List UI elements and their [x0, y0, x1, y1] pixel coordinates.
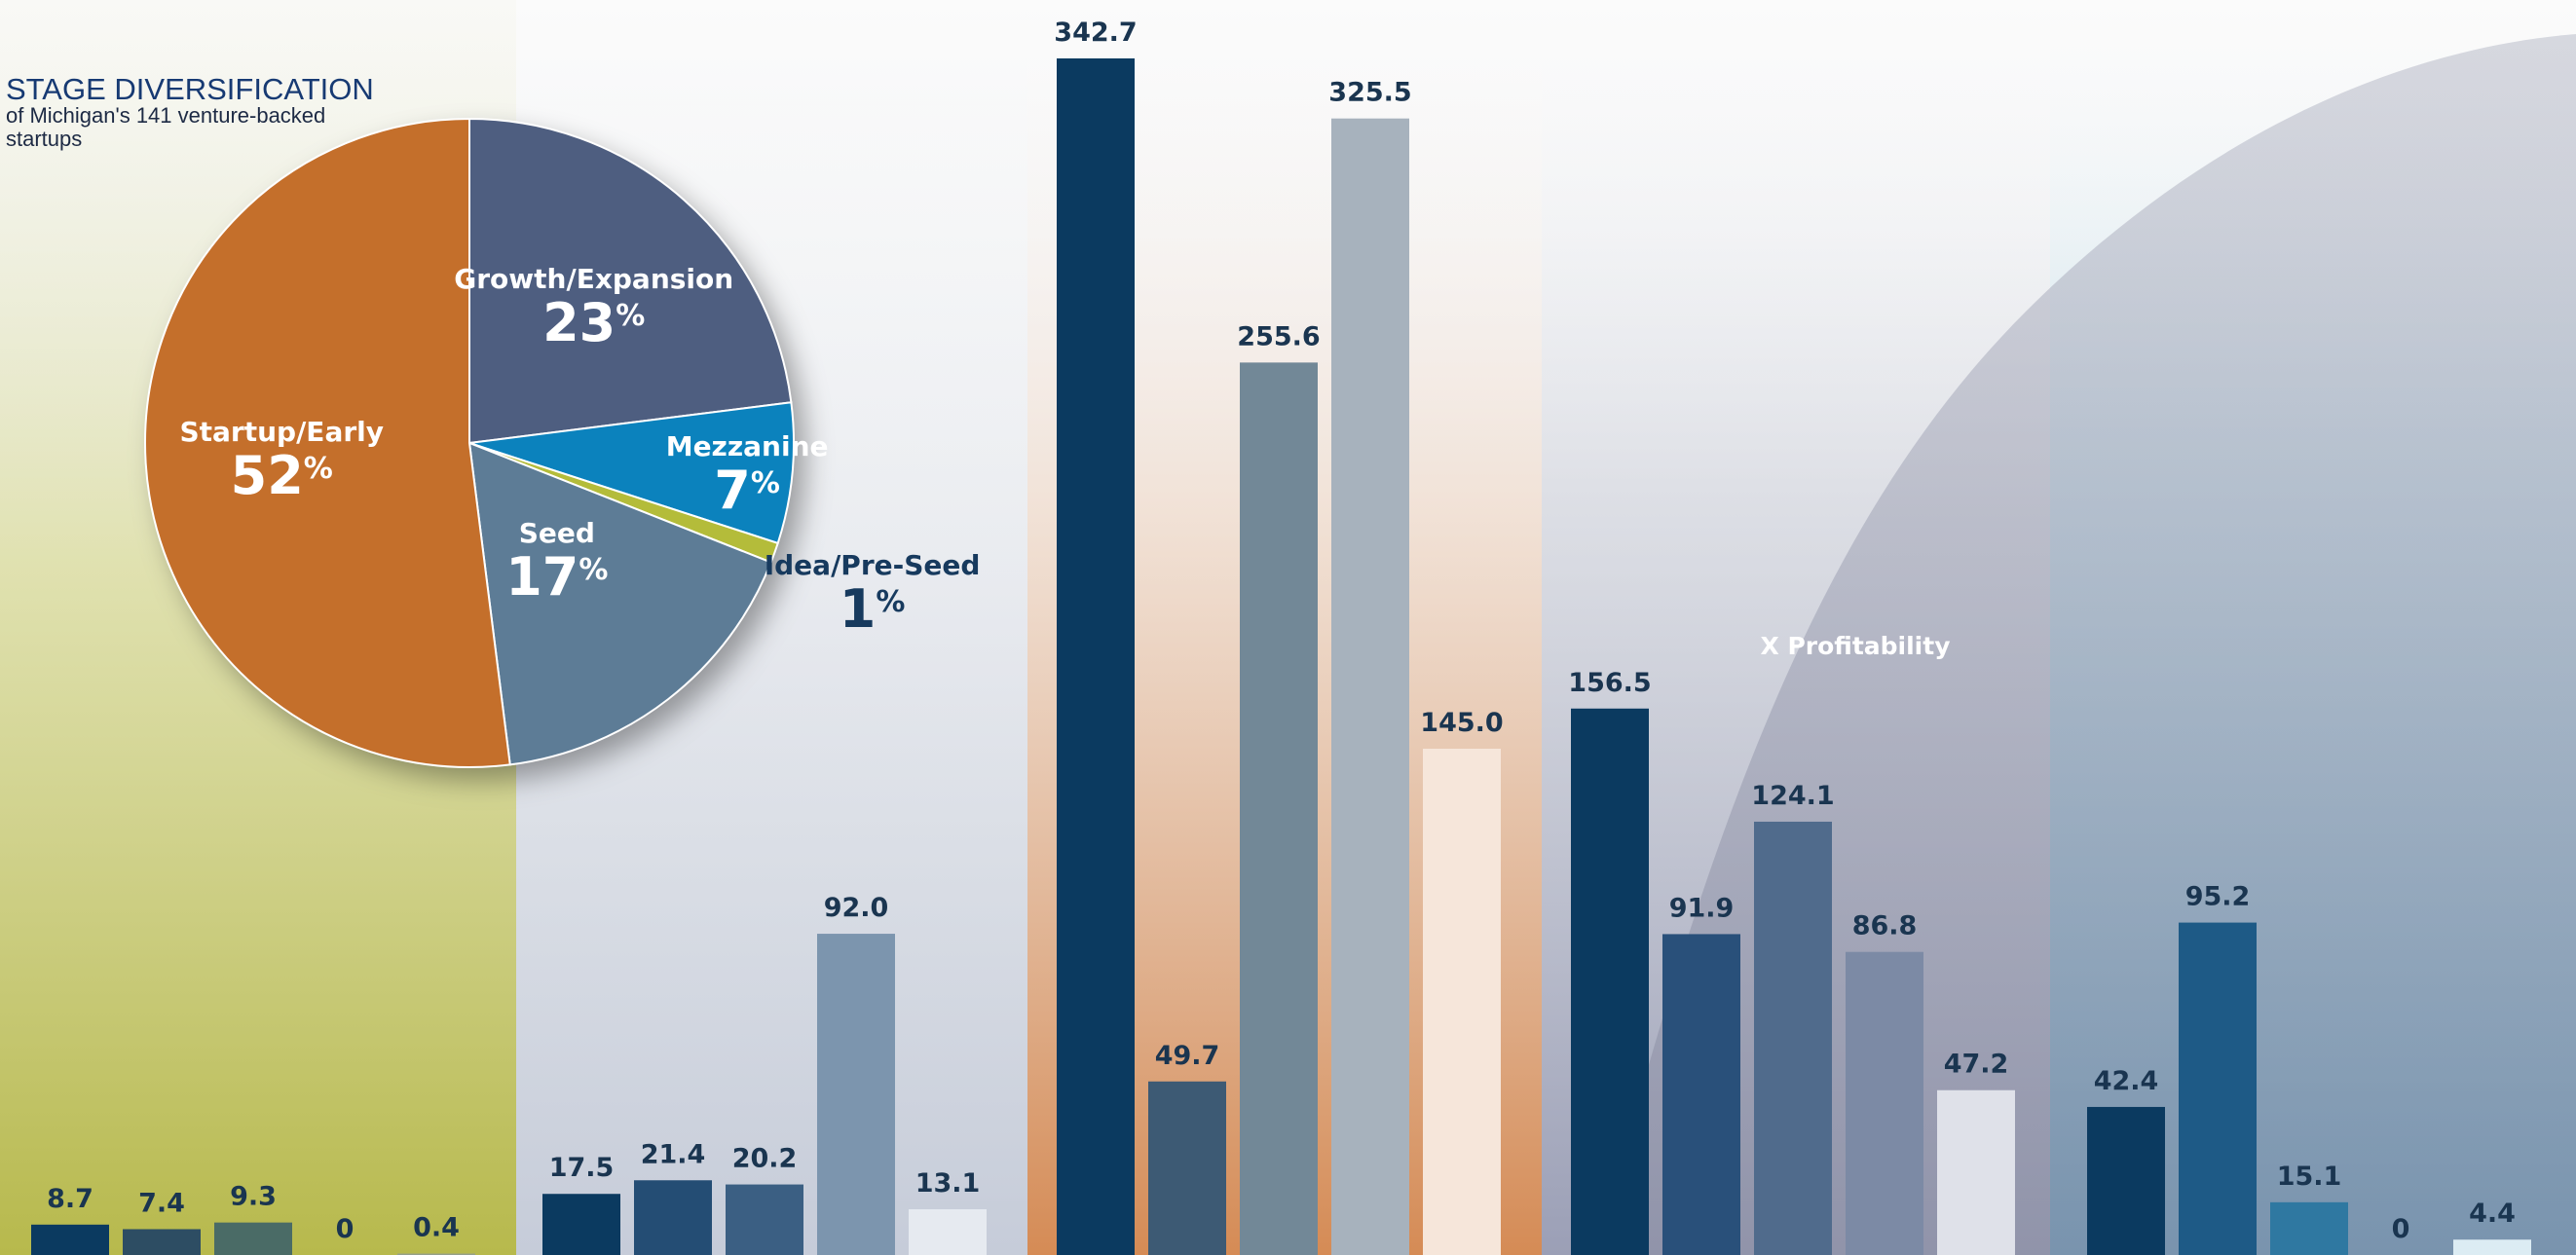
- bar-value-label: 91.9: [1669, 893, 1735, 923]
- bar: [31, 1224, 109, 1255]
- bar-value-label: 8.7: [47, 1184, 93, 1214]
- bar: [542, 1194, 620, 1255]
- bar: [1331, 118, 1409, 1255]
- bar: [1662, 934, 1740, 1255]
- bar: [2453, 1239, 2531, 1255]
- bar-value-label: 95.2: [2185, 882, 2251, 912]
- bar: [1846, 951, 1923, 1255]
- bar: [1423, 748, 1501, 1255]
- pie-slice-growth-expansion: [468, 117, 793, 445]
- bar: [123, 1229, 201, 1255]
- pie-subtitle: of Michigan's 141 venture-backed startups: [6, 103, 325, 151]
- bar-value-label: 145.0: [1420, 708, 1503, 738]
- pie-slice-name: Idea/Pre-Seed: [765, 549, 981, 581]
- bar: [1937, 1089, 2015, 1255]
- bar-value-label: 342.7: [1054, 18, 1137, 48]
- pie-slice-percent: 52%: [231, 445, 333, 506]
- bar-annotation: X Profitability: [1760, 632, 1950, 660]
- pie-slice-seed: [467, 441, 772, 766]
- bar-value-label: 9.3: [230, 1182, 277, 1212]
- bar: [2270, 1201, 2348, 1255]
- bar-chart: 8.7 7.4 9.3 0 0.4 17.5 21.4 20.2 92.0 13.1 342.7 49…: [31, 18, 2531, 1255]
- bar-value-label: 47.2: [1944, 1050, 2009, 1080]
- bar-value-label: 7.4: [138, 1188, 185, 1218]
- bar: [1571, 708, 1649, 1255]
- bar-value-label: 156.5: [1568, 668, 1651, 698]
- bar-value-label: 0.4: [413, 1213, 460, 1243]
- bar-value-label: 0: [2392, 1214, 2410, 1244]
- bar-value-label: 124.1: [1751, 781, 1834, 811]
- bar: [1754, 821, 1832, 1255]
- pie-title: STAGE DIVERSIFICATION: [6, 72, 374, 106]
- bar: [1148, 1081, 1226, 1255]
- bar-value-label: 15.1: [2277, 1162, 2342, 1192]
- bar-value-label: 92.0: [824, 893, 889, 923]
- pie-slice-name: Mezzanine: [666, 430, 829, 462]
- bar: [397, 1253, 475, 1255]
- bar-value-label: 21.4: [641, 1139, 706, 1169]
- pie-slice-mezzanine: [468, 401, 795, 545]
- bar-value-label: 42.4: [2094, 1066, 2159, 1096]
- decorative-arc: [1597, 34, 2576, 1255]
- bar: [726, 1184, 803, 1255]
- bar-value-label: 255.6: [1237, 321, 1320, 351]
- bar-value-label: 86.8: [1852, 911, 1918, 941]
- bar-value-label: 0: [336, 1214, 355, 1244]
- bar: [2087, 1106, 2165, 1255]
- bar-value-label: 13.1: [915, 1168, 981, 1199]
- bar: [1057, 58, 1135, 1255]
- pie-slice-name: Startup/Early: [179, 416, 384, 448]
- pie-slice-startup-early: [144, 117, 511, 768]
- bar: [909, 1209, 987, 1255]
- pie-chart: Growth/Expansion23%Mezzanine7%Idea/Pre-S…: [144, 117, 981, 768]
- bar-value-label: 20.2: [732, 1144, 798, 1174]
- bar: [2179, 922, 2257, 1255]
- bar: [634, 1180, 712, 1255]
- bar: [1240, 362, 1318, 1255]
- bar: [214, 1222, 292, 1255]
- pie-slice-name: Seed: [519, 517, 595, 549]
- bar-value-label: 17.5: [549, 1153, 615, 1183]
- bar-value-label: 325.5: [1328, 78, 1411, 108]
- bar: [817, 934, 895, 1255]
- bar-value-label: 49.7: [1155, 1041, 1220, 1071]
- bar-value-label: 4.4: [2469, 1199, 2516, 1229]
- pie-slice-name: Growth/Expansion: [454, 263, 733, 295]
